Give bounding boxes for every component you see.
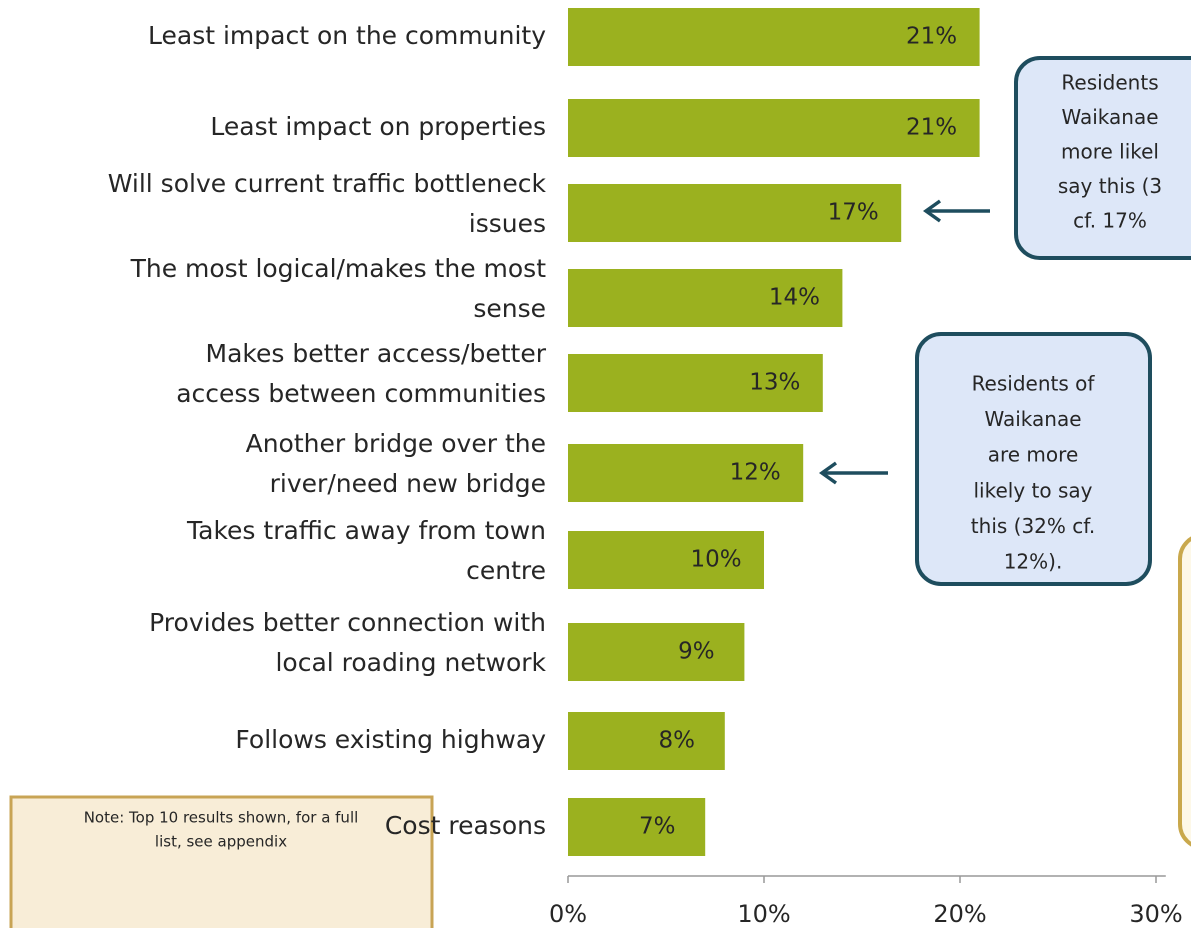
- x-tick-label: 0%: [549, 900, 587, 928]
- callout-box: [1014, 56, 1191, 260]
- bar: [568, 712, 725, 770]
- callout-text: 12%).: [1004, 550, 1063, 574]
- category-label: Least impact on the community: [148, 21, 546, 50]
- callout-text: cf. 17%: [1073, 209, 1147, 233]
- value-label: 14%: [769, 285, 820, 311]
- category-label: Another bridge over the: [246, 429, 546, 458]
- note-text: list, see appendix: [155, 833, 287, 851]
- x-tick-label: 10%: [737, 900, 790, 928]
- category-label: sense: [473, 294, 546, 323]
- category-label: Least impact on properties: [210, 112, 546, 141]
- category-label: Cost reasons: [385, 811, 546, 840]
- value-label: 21%: [906, 24, 957, 50]
- bar: [568, 623, 745, 681]
- callout-text: are more: [988, 443, 1079, 467]
- category-label: centre: [466, 556, 546, 585]
- category-label: Takes traffic away from town: [186, 516, 546, 545]
- bar: [568, 798, 706, 856]
- callout-text: Residents: [1061, 71, 1158, 95]
- category-label: Provides better connection with: [149, 608, 546, 637]
- value-label: 13%: [749, 370, 800, 396]
- arrow-head: [818, 461, 838, 485]
- bar: [568, 354, 823, 412]
- callout-text: say this (3: [1058, 174, 1162, 198]
- arrows: [818, 199, 990, 485]
- value-label: 10%: [690, 547, 741, 573]
- category-label: access between communities: [176, 379, 546, 408]
- callout-text: this (32% cf.: [971, 514, 1095, 538]
- x-tick-label: 30%: [1129, 900, 1182, 928]
- callout-box: [1178, 536, 1191, 847]
- bar: [568, 99, 980, 157]
- note-box: [9, 795, 434, 928]
- value-label: 12%: [730, 460, 781, 486]
- value-label: 8%: [659, 728, 696, 754]
- category-label: local roading network: [275, 648, 546, 677]
- arrow-head: [922, 199, 942, 223]
- x-tick-label: 20%: [933, 900, 986, 928]
- callout-box: [915, 332, 1152, 586]
- callout-text: Residents of: [972, 372, 1096, 396]
- bar: [568, 531, 764, 589]
- bar: [568, 269, 843, 327]
- bar: [568, 184, 902, 242]
- value-label: 21%: [906, 115, 957, 141]
- bar: [568, 444, 804, 502]
- category-label: river/need new bridge: [270, 469, 546, 498]
- category-label: The most logical/makes the most: [130, 254, 547, 283]
- category-label: issues: [469, 209, 546, 238]
- callout-text: more likel: [1061, 140, 1159, 164]
- callout-text: Waikanae: [984, 407, 1081, 431]
- category-label: Makes better access/better: [206, 339, 547, 368]
- callout-text: Waikanae: [1061, 105, 1158, 129]
- value-label: 7%: [639, 814, 676, 840]
- value-label: 17%: [828, 200, 879, 226]
- note-text: Note: Top 10 results shown, for a full: [84, 809, 359, 827]
- callout-text: likely to say: [974, 478, 1093, 502]
- category-label: Follows existing highway: [235, 725, 546, 754]
- bar: [568, 8, 980, 66]
- category-label: Will solve current traffic bottleneck: [108, 169, 547, 198]
- value-label: 9%: [678, 639, 715, 665]
